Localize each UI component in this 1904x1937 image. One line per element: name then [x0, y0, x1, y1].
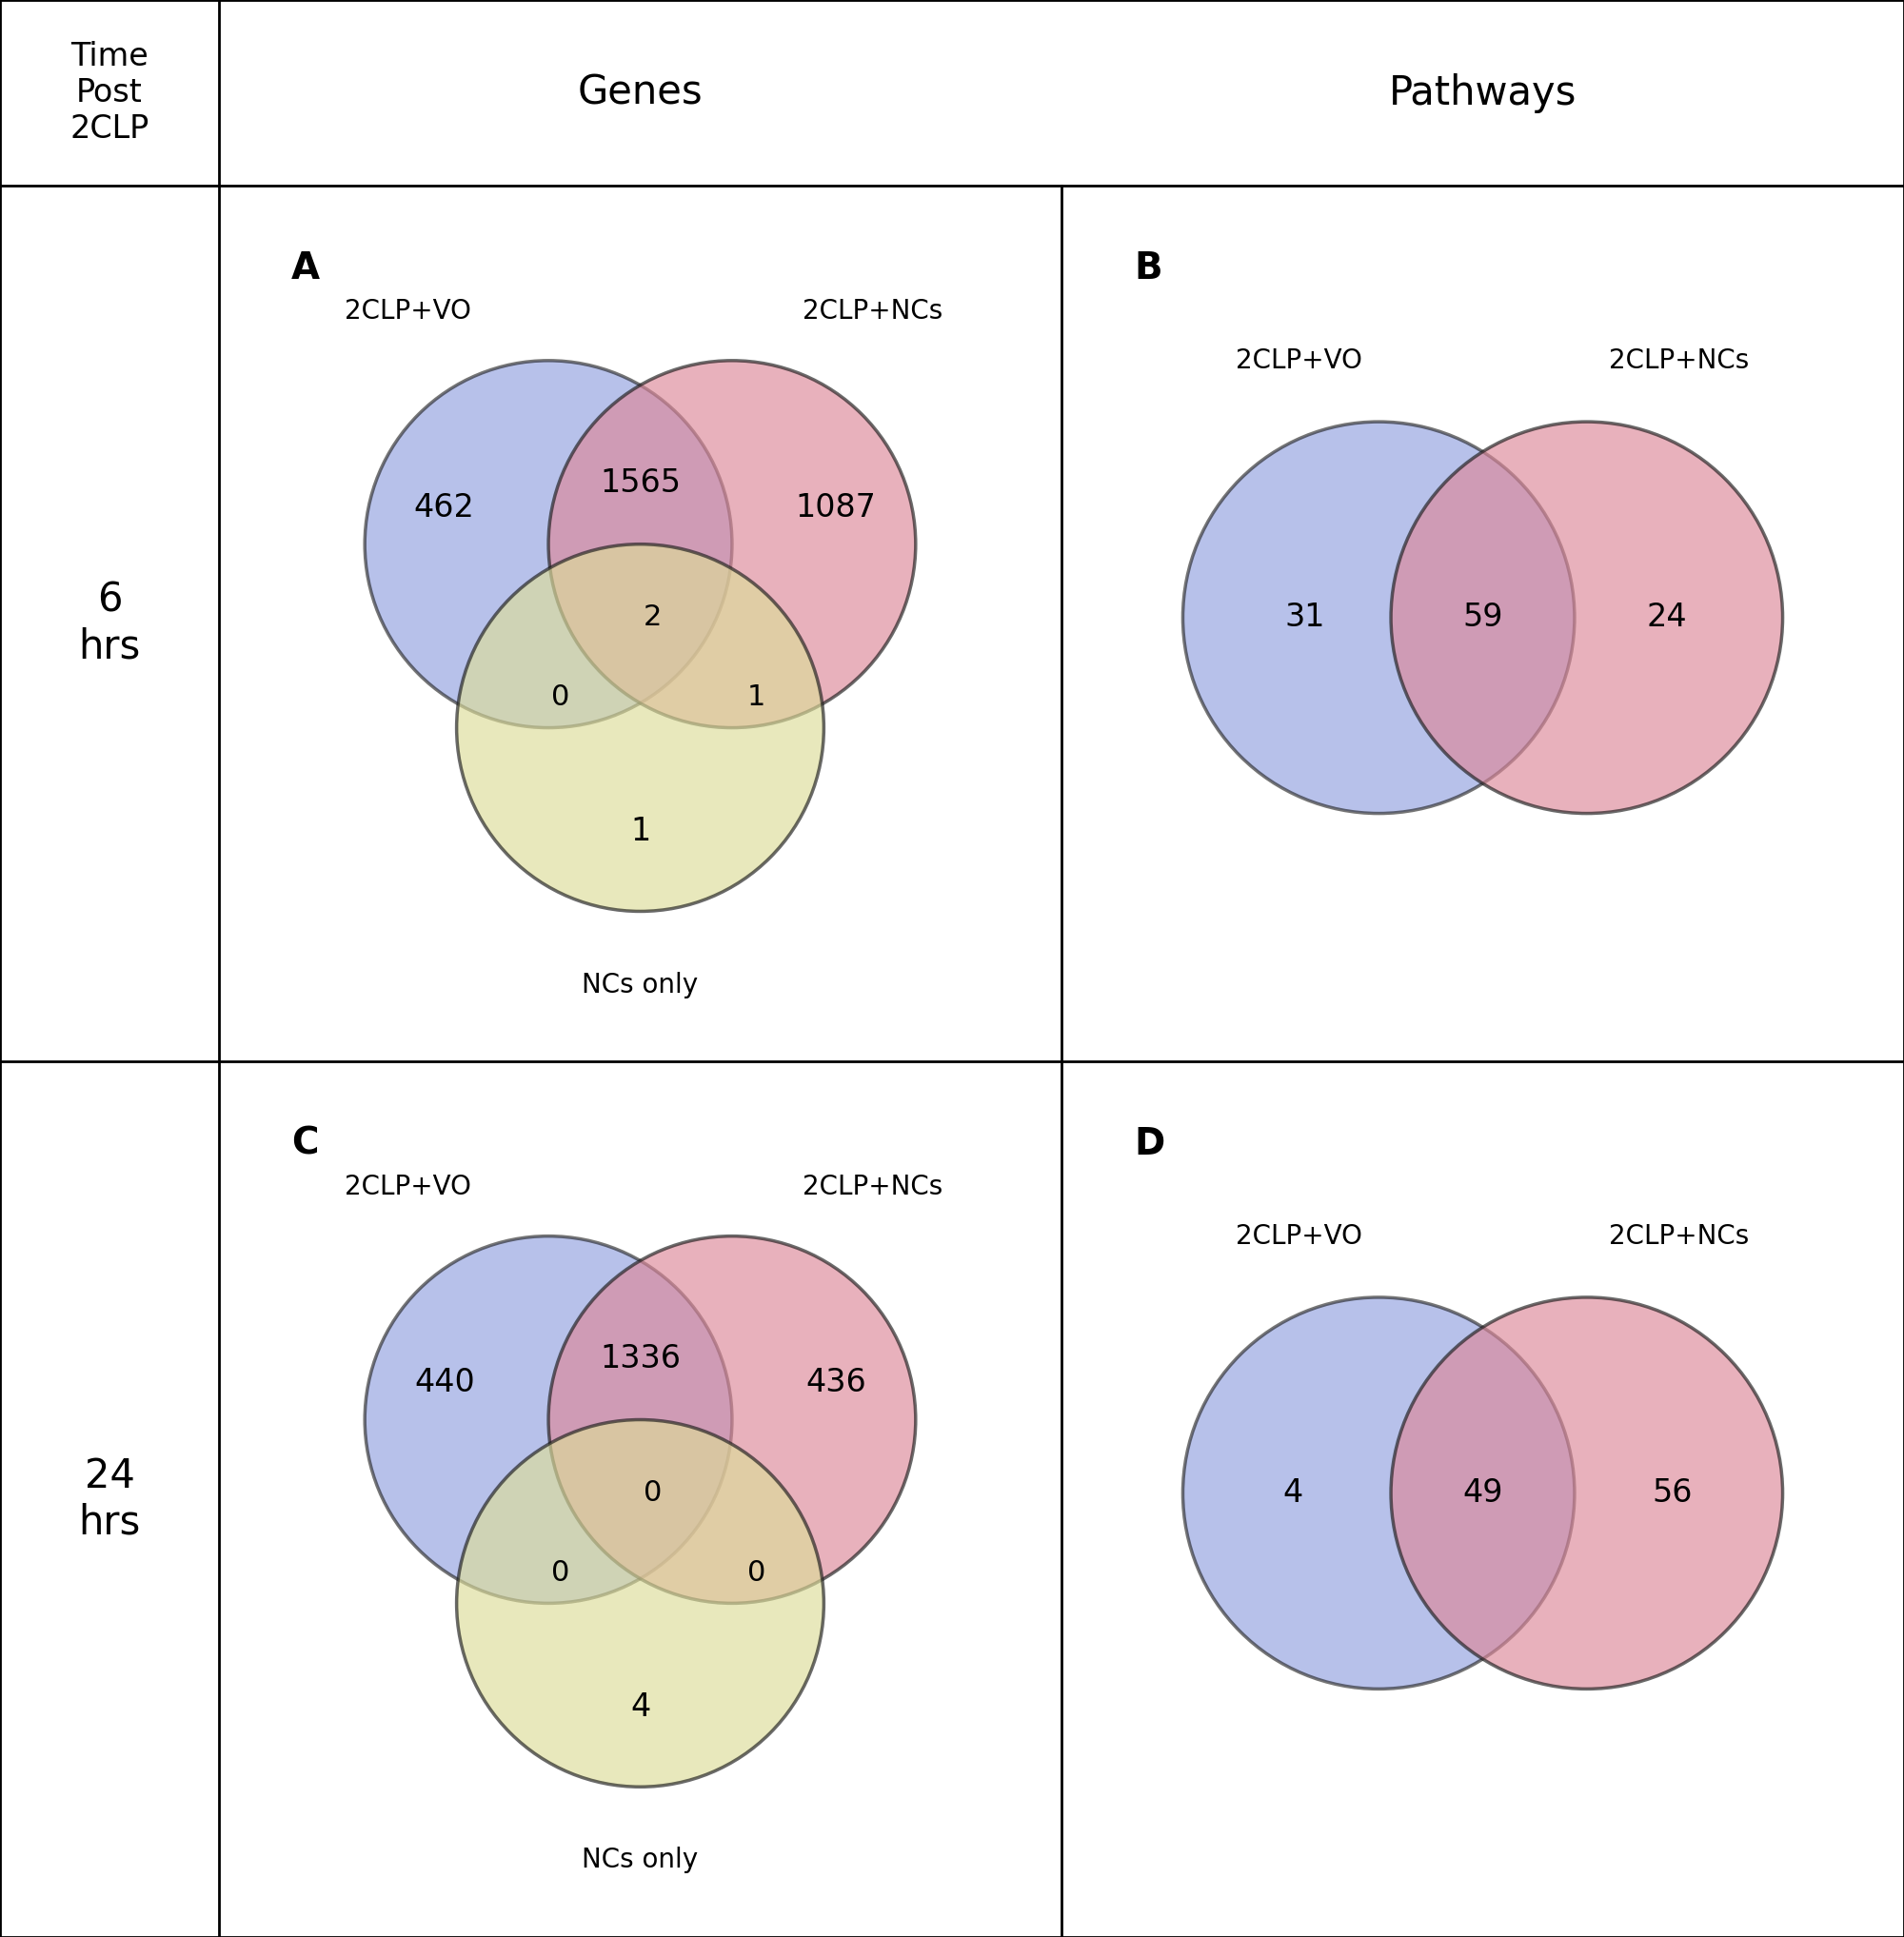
Text: 2: 2: [644, 604, 663, 631]
Text: 4: 4: [1283, 1478, 1302, 1509]
Text: 2CLP+VO: 2CLP+VO: [345, 1174, 470, 1201]
Text: NCs only: NCs only: [583, 1848, 699, 1873]
Text: Genes: Genes: [577, 74, 703, 112]
Circle shape: [366, 1236, 731, 1604]
Text: C: C: [291, 1125, 318, 1162]
Circle shape: [457, 544, 824, 910]
Text: 24: 24: [1647, 602, 1687, 633]
Circle shape: [548, 360, 916, 728]
Text: 1087: 1087: [796, 492, 876, 523]
Text: A: A: [291, 250, 320, 287]
Text: 0: 0: [746, 1559, 765, 1586]
Text: 4: 4: [630, 1691, 651, 1724]
Text: 1336: 1336: [600, 1342, 682, 1373]
Text: D: D: [1135, 1125, 1165, 1162]
Text: 2CLP+NCs: 2CLP+NCs: [1609, 1222, 1748, 1249]
Circle shape: [1182, 422, 1575, 814]
Text: 2CLP+NCs: 2CLP+NCs: [1609, 347, 1748, 374]
Text: 2CLP+NCs: 2CLP+NCs: [803, 1174, 942, 1201]
Text: Time
Post
2CLP: Time Post 2CLP: [70, 41, 149, 145]
Text: 462: 462: [413, 492, 474, 523]
Text: 49: 49: [1462, 1478, 1502, 1509]
Text: B: B: [1135, 250, 1161, 287]
Text: 24
hrs: 24 hrs: [78, 1457, 141, 1542]
Text: Pathways: Pathways: [1388, 74, 1577, 112]
Text: 440: 440: [413, 1368, 474, 1399]
Text: 2CLP+VO: 2CLP+VO: [1236, 1222, 1363, 1249]
Text: 1: 1: [746, 684, 765, 711]
Text: 2CLP+VO: 2CLP+VO: [1236, 347, 1363, 374]
Text: 2CLP+NCs: 2CLP+NCs: [803, 298, 942, 325]
Text: 436: 436: [805, 1368, 866, 1399]
Text: 2CLP+VO: 2CLP+VO: [345, 298, 470, 325]
Circle shape: [366, 360, 731, 728]
Text: 6
hrs: 6 hrs: [78, 581, 141, 666]
Circle shape: [1392, 422, 1782, 814]
Text: 59: 59: [1462, 602, 1502, 633]
Text: 1: 1: [630, 815, 651, 848]
Text: 0: 0: [644, 1480, 663, 1507]
Text: 1565: 1565: [600, 467, 682, 498]
Text: 0: 0: [552, 1559, 569, 1586]
Text: 31: 31: [1285, 602, 1325, 633]
Text: NCs only: NCs only: [583, 972, 699, 998]
Circle shape: [548, 1236, 916, 1604]
Circle shape: [1182, 1298, 1575, 1689]
Circle shape: [457, 1420, 824, 1786]
Circle shape: [1392, 1298, 1782, 1689]
Text: 56: 56: [1653, 1478, 1693, 1509]
Text: 0: 0: [552, 684, 569, 711]
